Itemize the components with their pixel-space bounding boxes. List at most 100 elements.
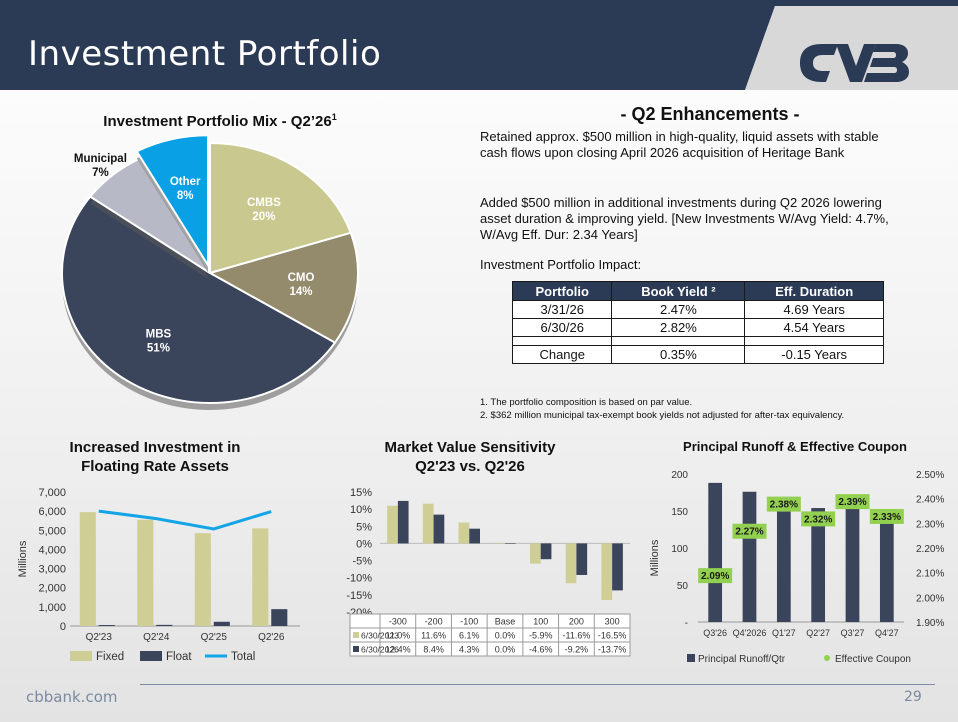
portfolio-mix-title: Investment Portfolio Mix - Q2’261 xyxy=(60,112,380,130)
enhancements-title: - Q2 Enhancements - xyxy=(620,104,800,124)
series-2023-bar xyxy=(601,543,613,600)
floating-chart-title: Increased Investment in Floating Rate As… xyxy=(30,438,280,476)
y-axis-label: Millions xyxy=(17,540,29,577)
series-2023-bar xyxy=(494,543,505,544)
coupon-label: 2.33% xyxy=(873,512,901,523)
coupon-label: 2.09% xyxy=(701,571,729,582)
series-2026-bar xyxy=(505,543,516,544)
table-value: -4.6% xyxy=(529,645,553,655)
y2-tick-label: 2.50% xyxy=(916,470,944,481)
table-value: -16.5% xyxy=(598,631,627,641)
series-2026-bar xyxy=(612,543,623,591)
y-tick-label: -10% xyxy=(346,573,372,585)
table-cell: -0.15 Years xyxy=(744,345,884,364)
footer-divider xyxy=(140,684,935,685)
legend-label: Fixed xyxy=(96,651,124,663)
footnote-1: 1. The portfolio composition is based on… xyxy=(480,397,693,408)
table-cell: 4.69 Years xyxy=(744,300,884,319)
fixed-bar xyxy=(252,528,269,626)
x-tick-label: Q4'27 xyxy=(875,628,899,638)
table-row: Change 0.35% -0.15 Years xyxy=(511,345,884,364)
table-category: -100 xyxy=(460,617,478,627)
legend-swatch xyxy=(353,632,359,638)
runoff-bar xyxy=(845,505,860,622)
series-2023-bar xyxy=(458,522,470,544)
x-tick-label: Q2'25 xyxy=(201,632,228,643)
fixed-bar xyxy=(194,533,211,626)
table-cell: 0.35% xyxy=(611,345,746,364)
y-axis-label: Millions xyxy=(649,539,661,576)
page-title: Investment Portfolio xyxy=(28,34,382,74)
floating-title-line-1: Increased Investment in xyxy=(69,439,241,456)
float-bar xyxy=(156,624,173,626)
pie-slice-label: Other xyxy=(170,176,201,188)
table-cell: 2.47% xyxy=(611,300,746,319)
fixed-bar xyxy=(137,519,154,626)
pie-slice xyxy=(61,195,337,404)
series-2023-bar xyxy=(422,503,434,544)
series-2026-bar xyxy=(540,543,552,560)
table-category: 200 xyxy=(569,617,584,627)
market-value-sensitivity-chart: 15%10%5%0%-5%-10%-15%-20%-30011.0%12.4%-… xyxy=(346,487,631,657)
x-tick-label: Q2'26 xyxy=(258,632,285,643)
legend-label: Principal Runoff/Qtr xyxy=(698,654,786,665)
y-tick-label: 4,000 xyxy=(38,544,66,556)
y-tick-label: 5,000 xyxy=(38,525,66,537)
table-category: 300 xyxy=(605,617,620,627)
y-tick-label: -5% xyxy=(352,556,372,568)
sensitivity-title-line-2: Q2'23 vs. Q2'26 xyxy=(415,458,525,475)
legend-label: 6/30/2026 xyxy=(361,645,399,655)
column-header: Eff. Duration xyxy=(744,281,884,301)
enhancement-paragraph-2: Added $500 million in additional investm… xyxy=(480,195,889,242)
y-tick-label: -15% xyxy=(346,590,372,602)
series-2026-bar xyxy=(433,514,445,544)
float-bar xyxy=(271,609,288,626)
series-2026-bar xyxy=(576,543,588,575)
coupon-label-box xyxy=(698,568,733,584)
table-value: -5.9% xyxy=(529,631,553,641)
y-tick-label: 10% xyxy=(350,504,372,516)
table-value: 11.6% xyxy=(421,631,446,641)
coupon-label: 2.32% xyxy=(804,514,832,525)
y2-tick-label: 2.30% xyxy=(916,519,944,530)
legend-label: 6/30/2023 xyxy=(361,631,399,641)
runoff-bar xyxy=(708,482,723,622)
runoff-bar xyxy=(879,521,894,622)
pie-slice-value: 20% xyxy=(252,211,275,223)
legend-swatch xyxy=(687,654,695,662)
table-category: 100 xyxy=(533,617,548,627)
y2-tick-label: 2.20% xyxy=(916,544,944,555)
legend-swatch xyxy=(353,646,359,652)
y-tick-label: - xyxy=(685,618,688,629)
float-bar xyxy=(213,621,230,626)
portfolio-mix-title-text: Investment Portfolio Mix - Q2’26 xyxy=(103,113,332,130)
y-tick-label: 0 xyxy=(60,621,66,633)
coupon-label: 2.27% xyxy=(735,527,763,538)
table-value: -9.2% xyxy=(565,645,589,655)
x-tick-label: Q2'27 xyxy=(806,628,830,638)
table-cell: 4.54 Years xyxy=(744,318,884,337)
y2-tick-label: 2.10% xyxy=(916,569,944,580)
x-tick-label: Q3'26 xyxy=(703,628,727,638)
impact-label: Investment Portfolio Impact: xyxy=(480,257,642,272)
footnote-marker: 1 xyxy=(331,112,337,122)
y-tick-label: 150 xyxy=(671,507,688,518)
pie-slice xyxy=(207,231,359,344)
table-cell: 2.82% xyxy=(611,318,746,337)
pie-slice-value: 51% xyxy=(147,343,170,355)
runoff-bar xyxy=(742,491,757,622)
x-tick-label: Q3'27 xyxy=(841,628,865,638)
total-line xyxy=(98,509,272,531)
enhancement-paragraph-1: Retained approx. $500 million in high-qu… xyxy=(480,129,879,160)
y-tick-label: 6,000 xyxy=(38,506,66,518)
table-category: -300 xyxy=(389,617,407,627)
table-row xyxy=(511,336,884,346)
legend-label: Float xyxy=(166,651,192,663)
y-tick-label: 50 xyxy=(677,581,689,592)
coupon-label-box xyxy=(835,494,870,510)
pie-slice-label: CMO xyxy=(288,272,315,284)
legend-swatch xyxy=(140,651,162,661)
x-tick-label: Q2'24 xyxy=(143,632,170,643)
principal-runoff-chart: - 50 100 150 200 1.90% 2.00% 2.10% 2.20% 2.30% 2.4… xyxy=(649,470,944,665)
page-number: 29 xyxy=(904,689,922,705)
